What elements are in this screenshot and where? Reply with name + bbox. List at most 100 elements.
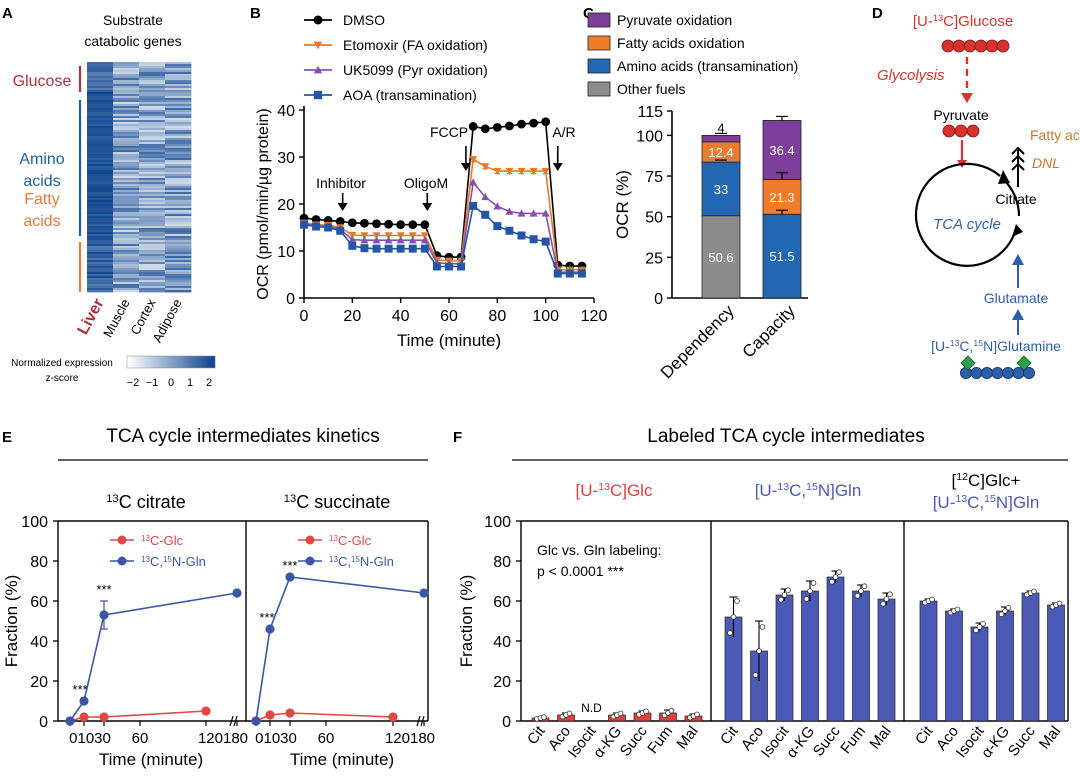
heatmap-cell (113, 160, 140, 163)
heatmap-cell (165, 68, 192, 71)
legend-gradient-cell (145, 356, 148, 368)
heatmap-cell (87, 210, 114, 213)
c-y-tick-label: 115 (637, 104, 663, 121)
heatmap-cell (165, 220, 192, 223)
b-annotation-arrow-3-head (552, 163, 563, 171)
e-x-tick-label-late: 120180 (198, 730, 248, 747)
f-group-title-2-0: [12C]Glc+ (952, 471, 1021, 490)
heatmap-cell (87, 138, 114, 141)
heatmap-cell (139, 88, 166, 91)
e-series-line-1 (255, 576, 425, 722)
heatmap-cell (139, 90, 166, 93)
f-y-tick-label: 20 (493, 674, 511, 691)
heatmap-cell (139, 262, 166, 265)
heatmap-cell (87, 106, 114, 109)
heatmap-cell (165, 248, 192, 251)
heatmap-cell (87, 276, 114, 279)
c-bar-label: 21.3 (769, 190, 794, 205)
f-data-point (829, 578, 835, 585)
heatmap-cell (113, 280, 140, 283)
heatmap-cell (113, 82, 140, 85)
heatmap-cell (165, 170, 192, 173)
heatmap-cell (165, 232, 192, 235)
heatmap-cell (87, 258, 114, 261)
heatmap-cell (165, 222, 192, 225)
heatmap-cell (87, 246, 114, 249)
heatmap-cell (165, 126, 192, 129)
b-point-1 (541, 167, 550, 176)
d-glutamine-nitrogen (960, 355, 976, 371)
heatmap-cell (165, 112, 192, 115)
e-y-tick-label: 100 (21, 514, 48, 531)
heatmap-cell (87, 182, 114, 185)
heatmap-cell (165, 92, 192, 95)
f-bar (852, 590, 870, 722)
heatmap-cell (139, 202, 166, 205)
heatmap-cell (87, 122, 114, 125)
f-data-point (883, 596, 890, 602)
legend-gradient-cell (179, 356, 182, 368)
heatmap-cell (139, 170, 166, 173)
b-point-0 (347, 218, 357, 228)
heatmap-cell (139, 232, 166, 235)
legend-gradient-cell (175, 356, 178, 368)
legend-gradient-cell (139, 356, 142, 368)
heatmap-cell (139, 212, 166, 215)
f-data-point (858, 588, 864, 594)
b-x-tick-label: 120 (581, 308, 608, 325)
heatmap-cell (139, 86, 166, 89)
b-legend-label-0: DMSO (343, 12, 385, 28)
heatmap-cell (87, 126, 114, 129)
heatmap-cell (165, 280, 192, 283)
c-bar-label: 33 (714, 182, 728, 197)
e-legend-label-0: 13C-Glc (141, 533, 184, 548)
heatmap-cell (113, 80, 140, 83)
heatmap-cell (113, 194, 140, 197)
f-category-label: Succ (810, 723, 844, 760)
heatmap-cell (139, 226, 166, 229)
heatmap-cell (113, 166, 140, 169)
heatmap-title-line-1: Substrate (103, 12, 163, 28)
e-y-tick-label: 0 (39, 714, 48, 731)
legend-gradient-cell (207, 356, 210, 368)
b-point-0 (517, 119, 526, 129)
heatmap-cell (139, 156, 166, 159)
heatmap-cell (113, 156, 140, 159)
heatmap-cell (113, 172, 140, 175)
heatmap-cell (87, 96, 114, 99)
heatmap-cell (139, 118, 166, 121)
f-data-point (887, 591, 893, 597)
e-y-axis-label: Fraction (%) (2, 575, 21, 668)
heatmap-cell (139, 196, 166, 199)
heatmap-cell (113, 284, 140, 287)
heatmap-cell (165, 158, 192, 161)
b-point-0 (505, 121, 514, 131)
heatmap-cell (87, 236, 114, 239)
e-point-1 (251, 716, 261, 726)
heatmap-cell (139, 80, 166, 83)
heatmap-cell (165, 198, 192, 201)
legend-gradient-cell (137, 356, 140, 368)
heatmap-cell (113, 208, 140, 211)
b-point-1 (396, 232, 405, 240)
heatmap-cell (113, 224, 140, 227)
heatmap-cell (139, 264, 166, 267)
f-data-point (727, 630, 733, 636)
heatmap-cell (139, 96, 166, 99)
f-y-tick-label: 0 (502, 714, 511, 731)
heatmap-cell (139, 164, 166, 167)
heatmap-cell (87, 74, 114, 77)
f-data-point (836, 569, 842, 575)
d-pyruvate-carbon (942, 124, 956, 138)
heatmap-cell (87, 100, 114, 103)
heatmap-cell (87, 84, 114, 87)
heatmap-cell (139, 84, 166, 87)
heatmap-cell (113, 272, 140, 275)
d-glucose-carbon (963, 39, 977, 53)
heatmap-cell (113, 94, 140, 97)
heatmap-cell (139, 174, 166, 177)
b-point-0 (529, 118, 538, 128)
legend-gradient-cell (193, 356, 196, 368)
e-significance: *** (72, 682, 87, 697)
